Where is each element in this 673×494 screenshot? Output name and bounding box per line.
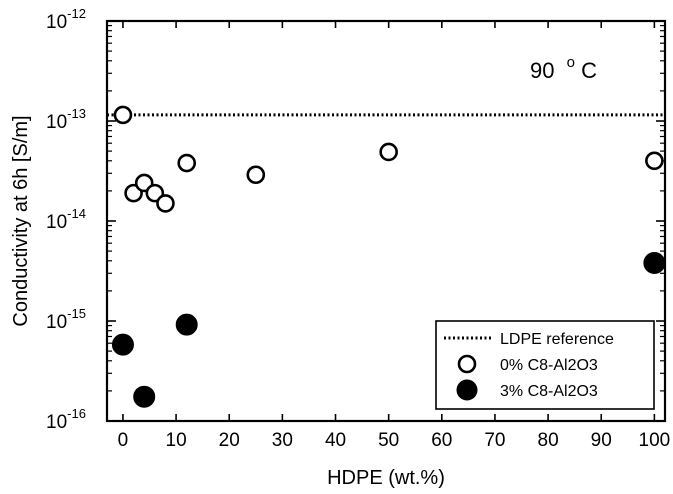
- y-tick-exponent: -13: [67, 106, 86, 121]
- legend-filled-marker: [456, 379, 478, 401]
- y-tick-label: 10-14: [46, 206, 86, 233]
- data-point-0pct: [156, 194, 175, 213]
- legend-series-1-label: 3% C8-Al2O3: [500, 383, 598, 400]
- y-tick-exponent: -16: [67, 406, 86, 421]
- data-point-3pct: [133, 385, 156, 408]
- data-point-0pct: [246, 165, 266, 185]
- legend-reference-label: LDPE reference: [500, 331, 614, 348]
- legend-series-0-label: 0% C8-Al2O3: [500, 357, 598, 374]
- x-tick-label: 80: [538, 430, 559, 451]
- x-tick-label: 20: [219, 430, 240, 451]
- data-point-0pct: [113, 105, 133, 125]
- data-point-0pct: [177, 153, 197, 173]
- y-tick-base: 10: [46, 412, 67, 433]
- x-tick-label: 30: [272, 430, 293, 451]
- y-tick-label: 10-15: [46, 306, 86, 333]
- y-tick-label: 10-16: [46, 406, 86, 433]
- y-axis-label: Conductivity at 6h [S/m]: [10, 115, 32, 326]
- annotation-unit: C: [581, 58, 597, 83]
- x-tick-label: 60: [431, 430, 452, 451]
- x-tick-label: 0: [118, 430, 129, 451]
- y-tick-base: 10: [46, 212, 67, 233]
- plot-frame: [105, 19, 667, 423]
- data-point-0pct: [379, 142, 398, 162]
- temperature-annotation: 90 o C: [530, 47, 597, 83]
- y-tick-exponent: -15: [67, 306, 86, 321]
- x-axis-label: HDPE (wt.%): [327, 467, 445, 489]
- annotation-degree: o: [567, 54, 575, 71]
- y-tick-base: 10: [46, 12, 67, 33]
- y-tick-exponent: -12: [67, 6, 86, 21]
- x-tick-label: 40: [325, 430, 346, 451]
- data-point-3pct: [111, 333, 134, 356]
- y-tick-exponent: -14: [67, 206, 86, 221]
- data-point-3pct: [175, 313, 198, 336]
- x-tick-label: 10: [166, 430, 187, 451]
- y-tick-base: 10: [46, 312, 67, 333]
- data-point-3pct: [643, 252, 666, 275]
- annotation-value: 90: [530, 58, 554, 83]
- x-tick-label: 100: [639, 430, 671, 451]
- x-tick-label: 50: [378, 430, 399, 451]
- legend: LDPE reference 0% C8-Al2O3 3% C8-Al2O3: [435, 320, 655, 410]
- legend-open-marker: [457, 354, 477, 374]
- data-point-0pct: [645, 151, 664, 171]
- y-tick-label: 10-13: [46, 106, 86, 133]
- ticks-layer: 0 10 20 30 40 50 60 70 80 90 10010-1610-1510-1410-…: [46, 6, 670, 451]
- x-tick-label: 90: [591, 430, 612, 451]
- x-tick-label: 70: [484, 430, 505, 451]
- points-layer: [111, 105, 666, 408]
- y-tick-label: 10-12: [46, 6, 86, 33]
- y-tick-base: 10: [46, 112, 67, 133]
